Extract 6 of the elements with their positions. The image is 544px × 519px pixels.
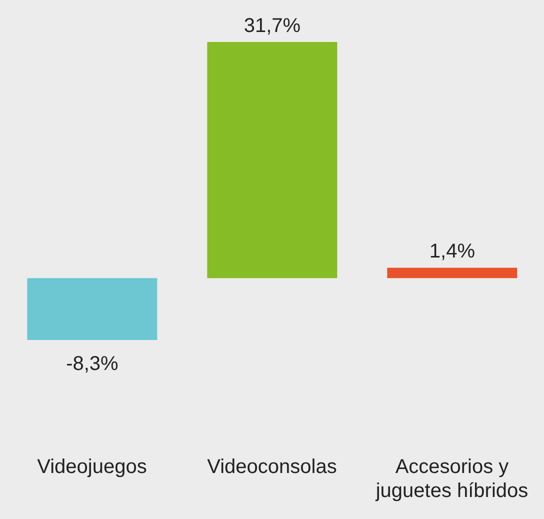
x-tick-label: Videoconsolas <box>207 456 337 478</box>
data-label: -8,3% <box>66 353 119 375</box>
x-tick-label: Accesorios y juguetes híbridos <box>374 456 528 502</box>
x-tick-label: Videojuegos <box>37 456 147 478</box>
data-label: 1,4% <box>429 240 476 263</box>
data-label: 31,7% <box>244 15 301 37</box>
